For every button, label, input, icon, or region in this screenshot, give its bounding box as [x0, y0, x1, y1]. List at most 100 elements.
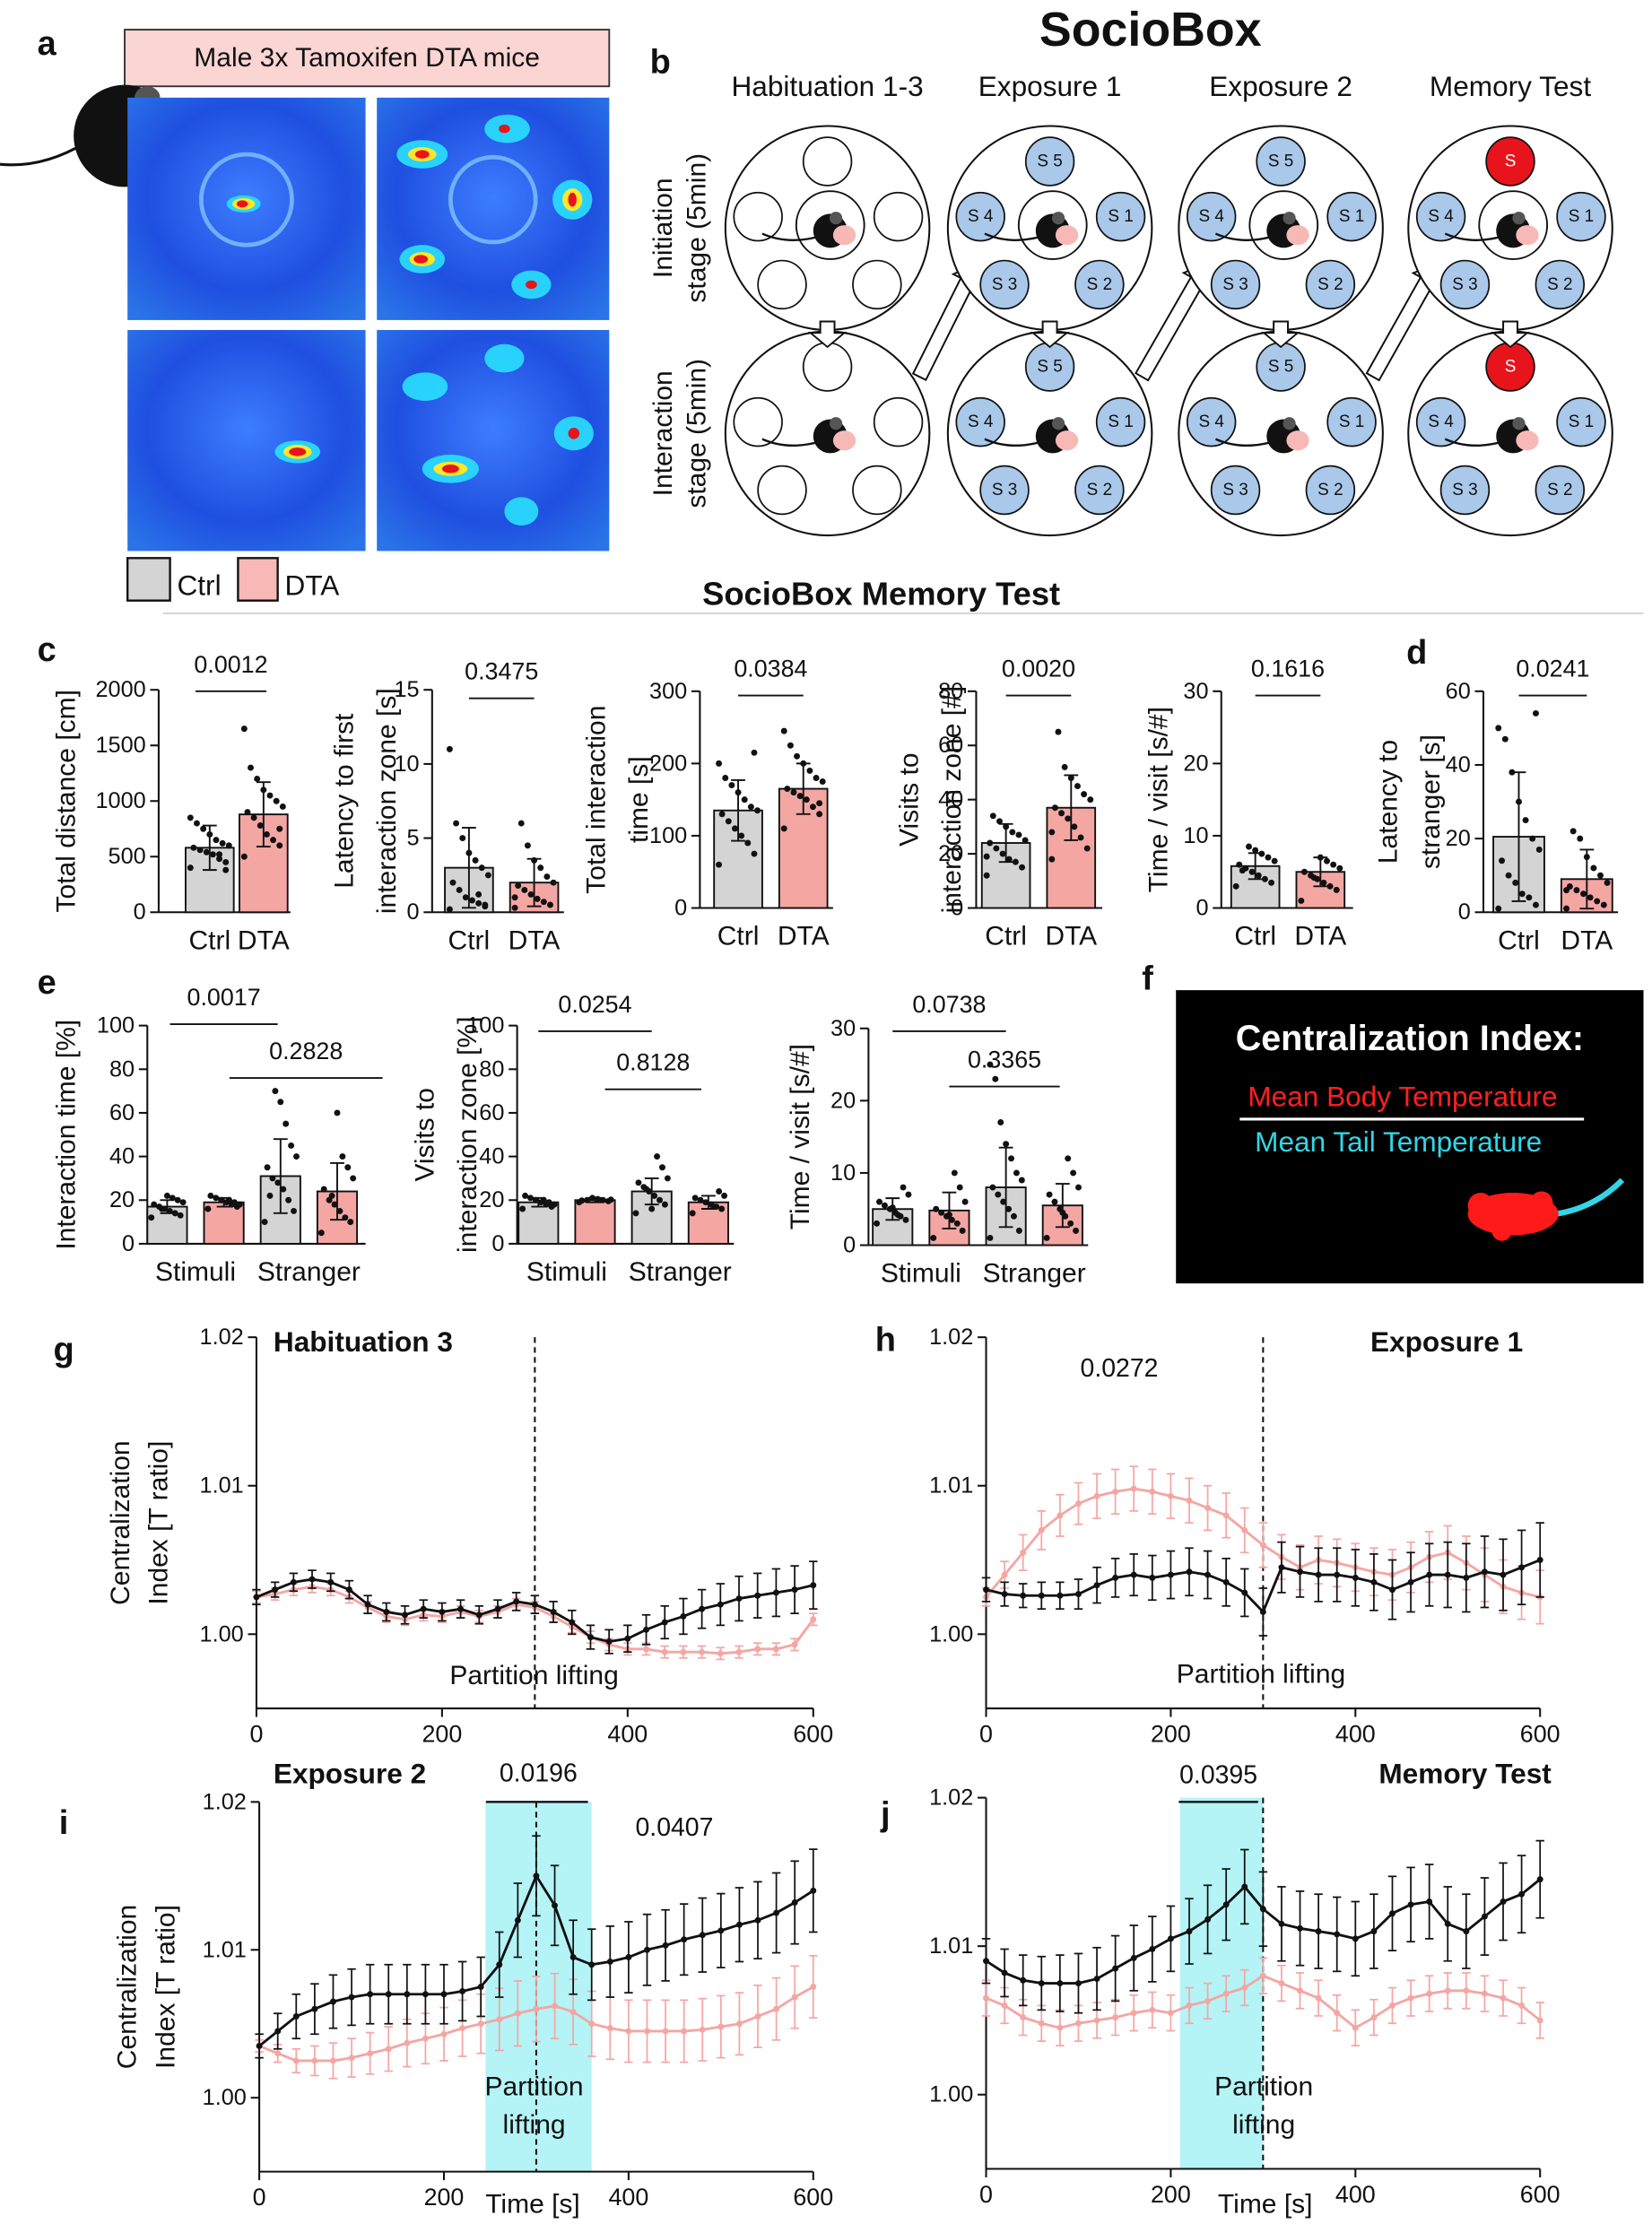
series-point	[1186, 2002, 1193, 2009]
x-tick-label: Stranger	[629, 1257, 732, 1287]
data-point	[1580, 890, 1587, 898]
data-point	[1067, 775, 1074, 781]
y-tick-label: 1.02	[929, 1325, 973, 1350]
series-point	[1112, 1488, 1119, 1495]
cage	[1305, 259, 1356, 310]
series-point	[274, 2028, 282, 2035]
series-point	[810, 1582, 817, 1589]
cage-label: S	[1505, 358, 1517, 377]
series-point	[791, 1586, 798, 1594]
data-point	[462, 894, 469, 901]
cage-label: S 3	[1452, 275, 1477, 294]
data-point	[273, 797, 280, 804]
y-tick-label: 10	[830, 1160, 856, 1186]
data-point	[177, 1212, 184, 1219]
series-point	[681, 2028, 688, 2035]
series-point	[735, 1595, 743, 1603]
data-point	[446, 906, 453, 913]
data-point	[664, 1175, 671, 1182]
cage	[1024, 136, 1075, 187]
panel-label: a	[38, 25, 57, 63]
row-label: stage (5min)	[683, 153, 712, 303]
data-point	[989, 1184, 996, 1191]
data-point	[285, 1196, 292, 1203]
data-point	[320, 1186, 327, 1193]
data-point	[230, 1199, 238, 1206]
data-point	[1573, 887, 1580, 894]
data-point	[532, 1196, 539, 1203]
cage-label: S 2	[1547, 481, 1572, 500]
data-point	[1000, 1198, 1007, 1205]
data-point	[225, 842, 232, 849]
series-point	[1370, 1578, 1378, 1585]
partition-label: Partition lifting	[449, 1661, 618, 1690]
series-point	[1370, 1928, 1378, 1935]
series-point	[550, 1608, 557, 1615]
data-point	[1051, 804, 1058, 812]
series-point	[1222, 1512, 1230, 1519]
y-axis-label: Total interaction	[582, 706, 612, 894]
heatmaps	[127, 97, 610, 552]
data-point	[151, 1201, 158, 1208]
y-axis-label: Visits to	[410, 1088, 439, 1182]
series-point	[1518, 2002, 1526, 2009]
panel-label: d	[1406, 634, 1427, 672]
data-point	[1003, 1141, 1010, 1148]
data-point	[1071, 823, 1078, 830]
series-point	[1130, 1485, 1137, 1492]
data-point	[584, 1196, 591, 1203]
data-point	[1265, 854, 1272, 861]
data-point	[987, 1234, 994, 1241]
data-point	[1271, 857, 1278, 864]
data-point	[1058, 810, 1065, 817]
data-point	[272, 1088, 279, 1095]
y-axis-label: Total distance [cm]	[52, 690, 82, 912]
cage	[1326, 191, 1377, 242]
series-point	[1186, 1928, 1193, 1935]
series-point	[1093, 2017, 1100, 2024]
series-point	[1149, 1488, 1156, 1495]
y-axis-label: Time / visit [s/#]	[786, 1044, 815, 1229]
data-point	[578, 1197, 586, 1204]
series-point	[1389, 1586, 1396, 1594]
series-point	[1204, 1505, 1212, 1512]
data-point	[1255, 872, 1262, 879]
x-axis-label: Time [s]	[1218, 2189, 1313, 2219]
cage	[1415, 191, 1466, 242]
series-point	[772, 1589, 779, 1596]
data-point	[1005, 1205, 1013, 1212]
data-point	[1268, 879, 1275, 886]
data-point	[288, 1142, 295, 1149]
series-point	[587, 1634, 594, 1641]
row-label: Interaction	[648, 370, 678, 496]
cage	[1186, 191, 1237, 242]
series-point	[810, 1887, 817, 1894]
panel-f-box	[1176, 990, 1644, 1284]
series-point	[1149, 2006, 1156, 2013]
y-tick-label: 1.00	[203, 2085, 247, 2110]
y-tick-label: 5	[407, 826, 420, 851]
data-point	[996, 818, 1003, 825]
series-point	[256, 2042, 263, 2049]
x-tick-label: DTA	[1045, 922, 1097, 951]
data-point	[1499, 857, 1506, 864]
cage	[1485, 136, 1535, 187]
cage-label: S 2	[1087, 275, 1112, 294]
data-point	[716, 861, 723, 868]
data-point	[710, 1203, 717, 1211]
data-point	[222, 866, 230, 873]
data-point	[171, 1210, 178, 1217]
series-point	[309, 1576, 316, 1583]
series-point	[735, 1648, 743, 1655]
cage	[873, 191, 924, 242]
y-tick-label: 20	[1183, 751, 1208, 776]
data-point	[550, 879, 557, 886]
series-point	[570, 1954, 577, 1960]
series-point	[754, 2013, 761, 2020]
data-point	[589, 1195, 596, 1202]
series-point	[570, 2009, 577, 2016]
data-point	[1563, 887, 1570, 894]
data-point	[469, 897, 475, 904]
y-axis-label: Interaction time [%]	[52, 1020, 82, 1250]
data-point	[250, 814, 257, 821]
